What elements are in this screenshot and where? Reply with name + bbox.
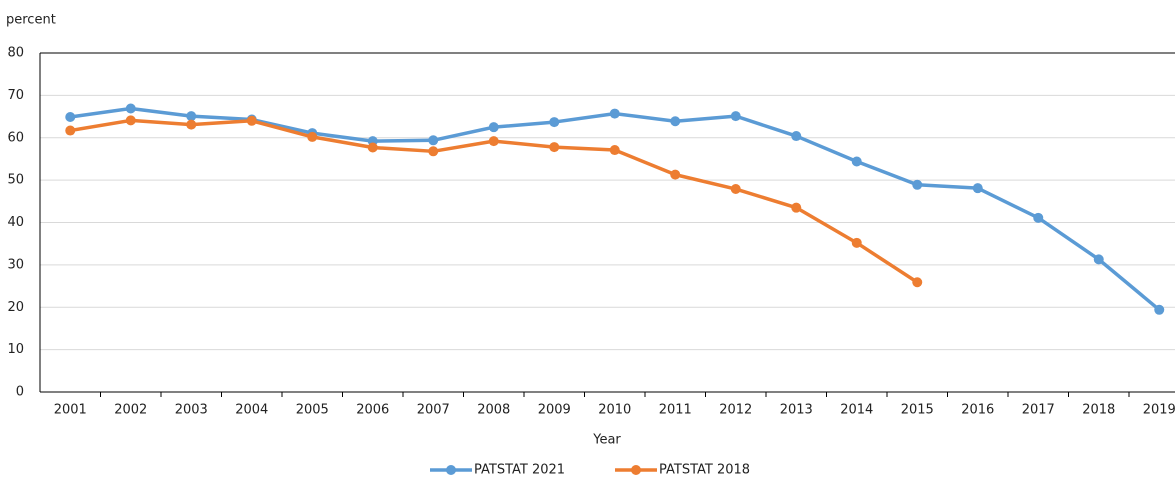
data-point — [428, 146, 439, 157]
y-tick-label: 50 — [7, 173, 24, 188]
x-tick-label: 2005 — [296, 403, 329, 418]
x-tick-label: 2004 — [235, 403, 268, 418]
data-point — [972, 183, 983, 194]
data-point — [1154, 304, 1165, 315]
data-point — [186, 119, 197, 130]
x-tick-label: 2009 — [538, 403, 571, 418]
y-tick-label: 70 — [7, 88, 24, 103]
x-tick-label: 2002 — [114, 403, 147, 418]
x-axis-label: Year — [592, 433, 621, 448]
x-tick-label: 2010 — [598, 403, 631, 418]
data-point — [791, 131, 802, 142]
x-tick-label: 2006 — [356, 403, 389, 418]
data-point — [65, 111, 76, 122]
x-tick-label: 2018 — [1082, 403, 1115, 418]
x-tick-label: 2019 — [1143, 403, 1175, 418]
x-tick-label: 2014 — [840, 403, 873, 418]
x-tick-label: 2008 — [477, 403, 510, 418]
data-point — [307, 131, 318, 142]
data-point — [791, 202, 802, 213]
data-point — [488, 136, 499, 147]
x-tick-label: 2007 — [417, 403, 450, 418]
data-point — [125, 103, 136, 114]
data-point — [851, 156, 862, 167]
data-point — [428, 135, 439, 146]
legend-label: PATSTAT 2021 — [474, 463, 565, 478]
data-point — [367, 142, 378, 153]
data-point — [912, 179, 923, 190]
data-point — [186, 111, 197, 122]
x-tick-label: 2017 — [1022, 403, 1055, 418]
data-point — [851, 237, 862, 248]
x-tick-label: 2001 — [54, 403, 87, 418]
y-tick-label: 20 — [7, 300, 24, 315]
y-tick-label: 10 — [7, 342, 24, 357]
data-point — [730, 184, 741, 195]
data-point — [488, 122, 499, 133]
data-point — [1033, 212, 1044, 223]
series-line — [70, 106, 1161, 312]
data-point — [609, 145, 620, 156]
x-tick-label: 2003 — [175, 403, 208, 418]
data-point — [670, 116, 681, 127]
data-point — [670, 169, 681, 180]
x-tick-label: 2013 — [780, 403, 813, 418]
y-tick-label: 0 — [16, 385, 24, 400]
x-tick-label: 2012 — [719, 403, 752, 418]
data-point — [65, 125, 76, 136]
x-tick-label: 2016 — [961, 403, 994, 418]
y-tick-label: 40 — [7, 215, 24, 230]
data-point — [1093, 254, 1104, 265]
legend-marker — [631, 465, 641, 475]
data-point — [549, 142, 560, 153]
x-tick-label: 2011 — [659, 403, 692, 418]
data-point — [730, 111, 741, 122]
y-axis-label: percent — [6, 13, 56, 28]
legend-marker — [446, 465, 456, 475]
data-point — [609, 108, 620, 119]
y-tick-label: 60 — [7, 130, 24, 145]
x-tick-label: 2015 — [901, 403, 934, 418]
data-point — [246, 115, 257, 126]
data-point — [912, 277, 923, 288]
y-tick-label: 80 — [7, 46, 24, 61]
data-point — [125, 115, 136, 126]
y-tick-label: 30 — [7, 257, 24, 272]
data-point — [549, 117, 560, 128]
legend-label: PATSTAT 2018 — [659, 463, 750, 478]
